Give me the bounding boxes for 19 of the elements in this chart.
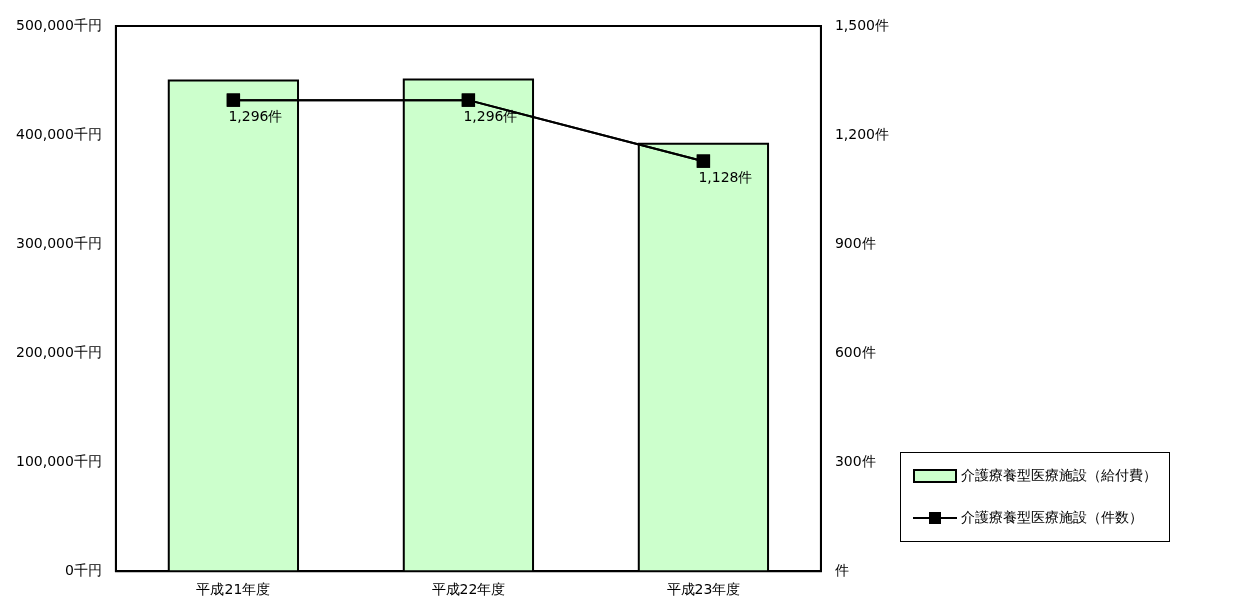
- data-label: 1,296件: [228, 107, 283, 124]
- y-tick-label: 200,000千円: [15, 343, 102, 360]
- x-tick-label: 平成22年度: [431, 581, 506, 598]
- y2-tick-label: 1,500件: [834, 16, 890, 33]
- x-tick-label: 平成21年度: [196, 581, 271, 598]
- legend-label: 介護療養型医療施設（給付費）: [961, 467, 1157, 485]
- y2-tick-label: 600件: [834, 343, 876, 360]
- y-tick-label: 300,000千円: [15, 234, 102, 251]
- y-tick-label: 100,000千円: [15, 452, 102, 469]
- y2-tick-label: 900件: [834, 234, 876, 251]
- data-label: 1,128件: [698, 168, 753, 185]
- y2-tick-label: 300件: [834, 452, 876, 469]
- y-tick-label: 500,000千円: [15, 16, 102, 33]
- x-tick-label: 平成23年度: [666, 581, 741, 598]
- y2-tick-label: 件: [834, 561, 849, 578]
- legend-label: 介護療養型医療施設（件数）: [961, 509, 1143, 527]
- y2-tick-label: 1,200件: [834, 125, 890, 142]
- y-tick-label: 0千円: [64, 561, 102, 578]
- y-tick-label: 400,000千円: [15, 125, 102, 142]
